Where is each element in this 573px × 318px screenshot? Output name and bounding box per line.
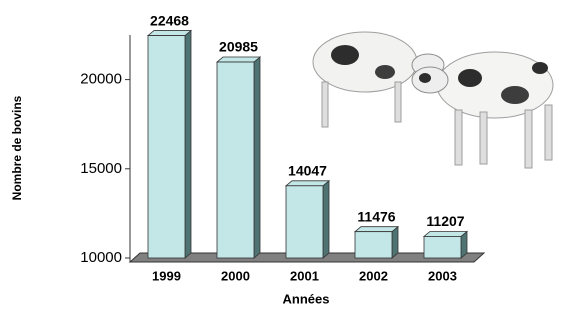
value-label: 11207 xyxy=(426,213,464,229)
bar-front xyxy=(148,36,185,258)
value-label: 20985 xyxy=(219,39,258,55)
x-tick-label: 2000 xyxy=(221,268,250,283)
y-tick-label: 15000 xyxy=(80,160,122,177)
bar-front xyxy=(286,186,323,258)
x-tick-label: 1999 xyxy=(152,268,181,283)
chart: Années Nombre de bovins 10000 15000 20000 1… xyxy=(0,0,573,313)
bar-top xyxy=(424,231,467,236)
x-tick-label: 2001 xyxy=(290,268,319,283)
value-label: 22468 xyxy=(150,12,189,28)
bar xyxy=(217,57,260,258)
bar xyxy=(148,31,191,258)
bar xyxy=(286,181,329,258)
bar-side xyxy=(254,57,260,258)
x-tick-label: 2002 xyxy=(359,268,388,283)
y-tick-label: 20000 xyxy=(80,71,122,88)
bar-top xyxy=(355,227,398,232)
bar-top xyxy=(286,181,329,186)
bar-top xyxy=(217,57,260,62)
bar xyxy=(424,231,467,258)
y-axis-label: Nombre de bovins xyxy=(10,95,24,200)
bar xyxy=(355,227,398,258)
page: {"chart_data": {"type": "bar3d", "catego… xyxy=(0,0,573,313)
cows-illustration xyxy=(313,32,553,168)
x-tick-label: 2003 xyxy=(428,268,457,283)
y-tick-label: 10000 xyxy=(80,249,122,266)
bar-front xyxy=(424,236,461,258)
x-axis-label: Années xyxy=(283,291,330,306)
bar-front xyxy=(217,62,254,258)
value-label: 11476 xyxy=(357,208,395,224)
bar-side xyxy=(185,31,191,258)
bar-front xyxy=(355,232,392,258)
bar-side xyxy=(323,181,329,258)
value-label: 14047 xyxy=(288,163,327,179)
bar-top xyxy=(148,31,191,36)
